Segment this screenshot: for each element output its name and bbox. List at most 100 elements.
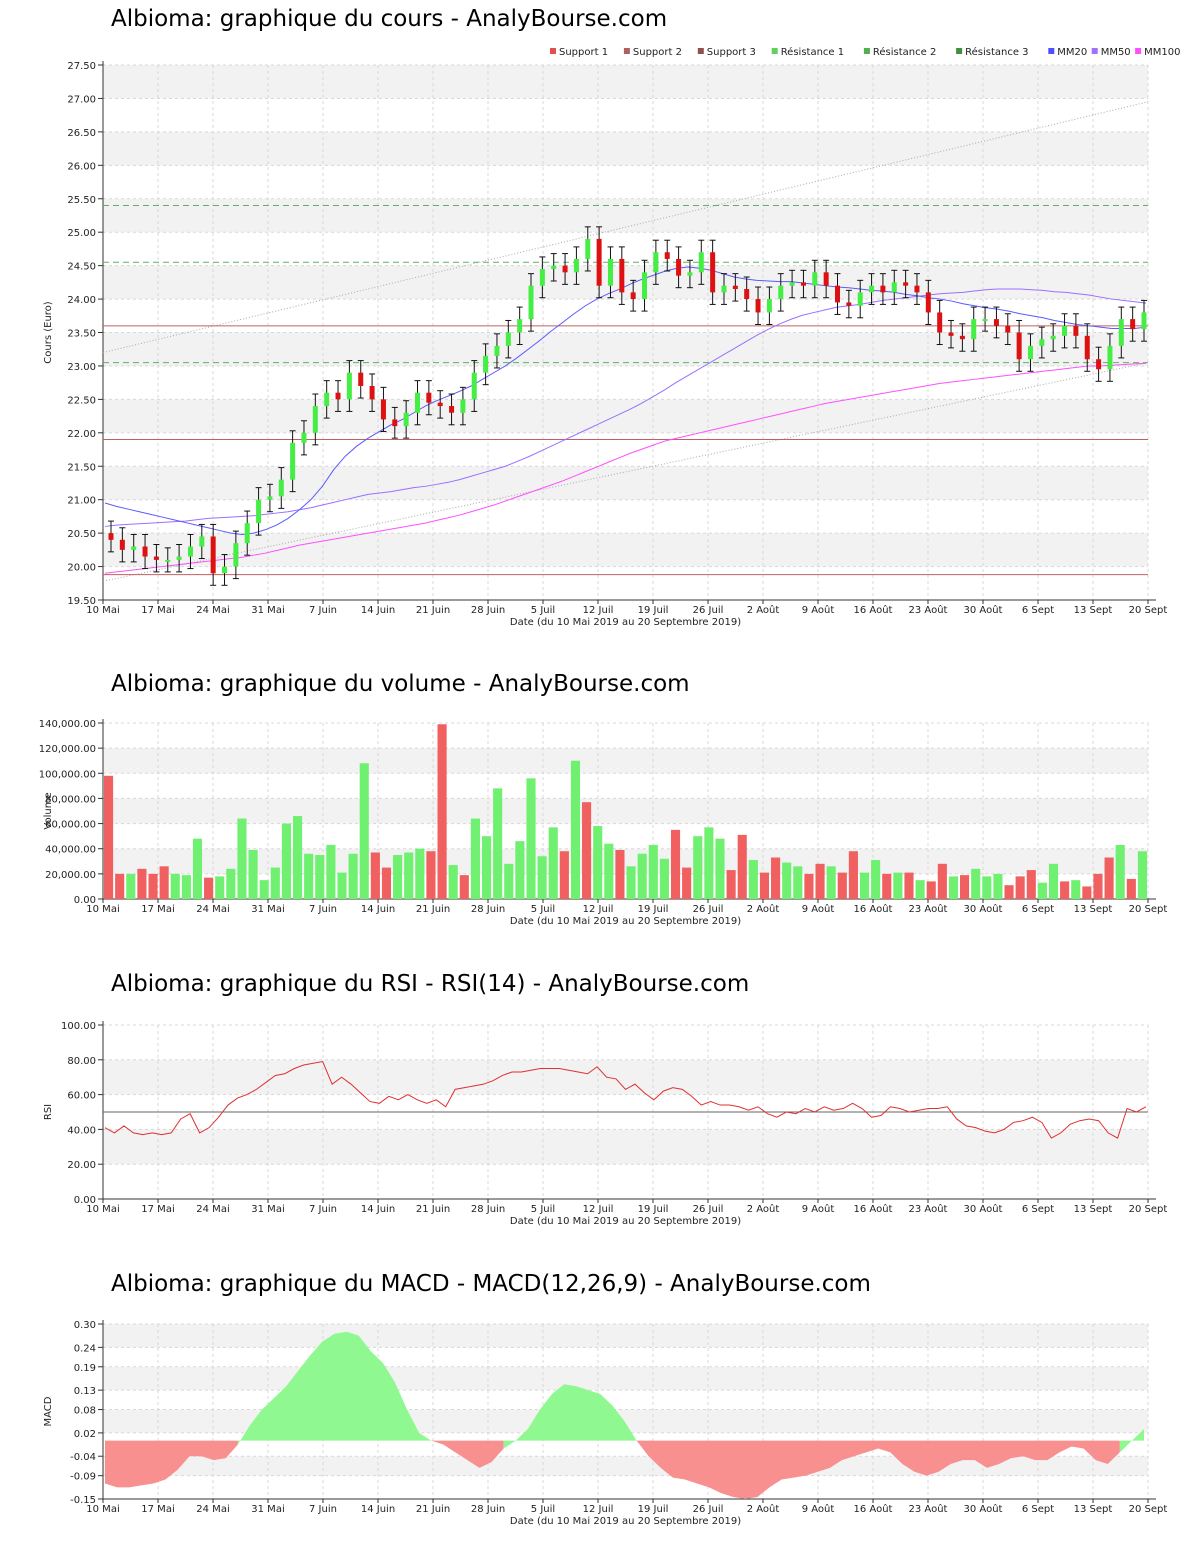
plot-band — [103, 533, 1148, 567]
plot-band — [103, 332, 1148, 366]
volume-bar — [826, 866, 836, 899]
candle-body — [267, 496, 273, 500]
volume-chart-panel: Albioma: graphique du volume - AnalyBour… — [0, 665, 1200, 940]
candle-body — [903, 282, 909, 286]
candle-body — [380, 399, 386, 420]
volume-bar — [370, 852, 380, 899]
y-tick-label: 80.00 — [67, 1056, 96, 1067]
candle-body — [619, 258, 625, 293]
plot-band — [103, 1456, 1148, 1476]
candle-body — [108, 533, 114, 540]
candle-body — [335, 392, 341, 400]
candle-body — [914, 285, 920, 293]
macd-area-negative — [636, 1440, 1120, 1499]
candle-body — [119, 539, 125, 550]
volume-bar — [470, 818, 480, 899]
volume-bar — [559, 851, 569, 899]
x-axis-title: Date (du 10 Mai 2019 au 20 Septembre 201… — [510, 617, 741, 628]
volume-bar — [348, 853, 358, 899]
x-tick-label: 31 Mai — [251, 605, 284, 616]
volume-bar — [871, 860, 881, 899]
volume-bar — [226, 868, 236, 899]
price-chart-panel: Albioma: graphique du cours - AnalyBours… — [0, 0, 1200, 640]
volume-bar — [270, 867, 280, 899]
candle-body — [812, 272, 818, 286]
volume-bar — [570, 760, 581, 899]
price-chart: 19.50 20.00 20.50 21.00 21.50 22.00 22.50 23.00… — [43, 46, 1180, 628]
x-tick-label: 2 Août — [747, 604, 780, 616]
volume-bar — [1093, 873, 1103, 899]
macd-chart: -0.15 -0.09 -0.04 0.02 0.08 0.13 0.19 0.24 0.30 1… — [43, 1320, 1167, 1527]
x-tick-label: 24 Mai — [196, 1204, 229, 1215]
volume-bar — [1026, 870, 1036, 899]
x-tick-label: 17 Mai — [141, 1204, 174, 1215]
volume-bar — [1082, 886, 1092, 899]
candle-body — [1073, 325, 1079, 336]
candle-body — [539, 268, 545, 286]
plot-band — [103, 299, 1148, 333]
x-tick-label: 30 Août — [964, 903, 1003, 915]
volume-bar — [882, 873, 892, 899]
candle-body — [732, 285, 738, 290]
x-tick-label: 19 Juil — [638, 1204, 669, 1215]
x-tick-label: 16 Août — [854, 903, 893, 915]
legend-swatch — [697, 48, 704, 54]
plot-band — [103, 65, 1148, 99]
x-tick-label: 30 Août — [964, 1503, 1003, 1515]
candle-body — [222, 566, 228, 574]
plot-band — [103, 848, 1148, 874]
x-tick-label: 5 Juil — [531, 1204, 555, 1215]
volume-bar — [626, 866, 636, 899]
x-tick-label: 7 Juin — [309, 904, 337, 915]
x-tick-label: 28 Juin — [471, 1204, 505, 1215]
candle-body — [471, 372, 477, 400]
volume-bar — [782, 862, 792, 899]
volume-bar — [393, 855, 403, 899]
legend-swatch — [550, 48, 556, 54]
volume-bar — [704, 827, 714, 899]
candle-body — [948, 332, 954, 336]
candle-body — [585, 238, 591, 259]
candle-body — [551, 265, 557, 269]
candle-body — [755, 299, 761, 313]
x-tick-label: 13 Sept — [1074, 605, 1113, 616]
candle-body — [369, 386, 375, 400]
plot-band — [103, 1025, 1148, 1060]
candle-body — [165, 559, 171, 562]
legend-swatch — [1135, 48, 1142, 54]
volume-bar — [793, 866, 803, 899]
y-tick-label: 20.00 — [67, 1160, 96, 1171]
volume-bar — [159, 866, 169, 899]
legend-label: Support 2 — [633, 47, 682, 58]
candle-body — [642, 272, 648, 300]
candle-body — [573, 258, 579, 273]
candle-body — [437, 402, 443, 407]
x-tick-label: 12 Juil — [583, 904, 614, 915]
candle-body — [562, 265, 568, 273]
x-tick-label: 20 Sept — [1129, 1204, 1168, 1215]
volume-bar — [481, 836, 492, 899]
x-tick-label: 2 Août — [747, 1503, 780, 1515]
volume-bar — [1071, 880, 1081, 899]
legend-label: MM50 — [1101, 47, 1131, 58]
plot-band — [103, 131, 1148, 166]
legend-label: Support 3 — [707, 47, 756, 58]
volume-bar — [859, 872, 870, 899]
mm50-line — [104, 288, 1147, 527]
plot-band — [103, 499, 1148, 534]
candle-body — [426, 392, 432, 403]
x-tick-label: 17 Mai — [141, 1504, 174, 1515]
candle-body — [392, 419, 398, 427]
y-tick-label: 0.08 — [74, 1406, 96, 1417]
candle-body — [460, 399, 466, 413]
rsi-chart-title: Albioma: graphique du RSI - RSI(14) - An… — [111, 971, 750, 997]
x-tick-label: 9 Août — [802, 1203, 835, 1215]
y-axis-title: Cours (Euro) — [43, 301, 54, 364]
plot-band — [103, 1347, 1148, 1367]
volume-bar — [759, 872, 770, 899]
y-tick-label: 20.50 — [67, 529, 96, 540]
volume-bar — [292, 816, 303, 899]
x-tick-label: 21 Juin — [416, 605, 450, 616]
candle-body — [210, 536, 216, 574]
legend-swatch — [771, 48, 778, 54]
